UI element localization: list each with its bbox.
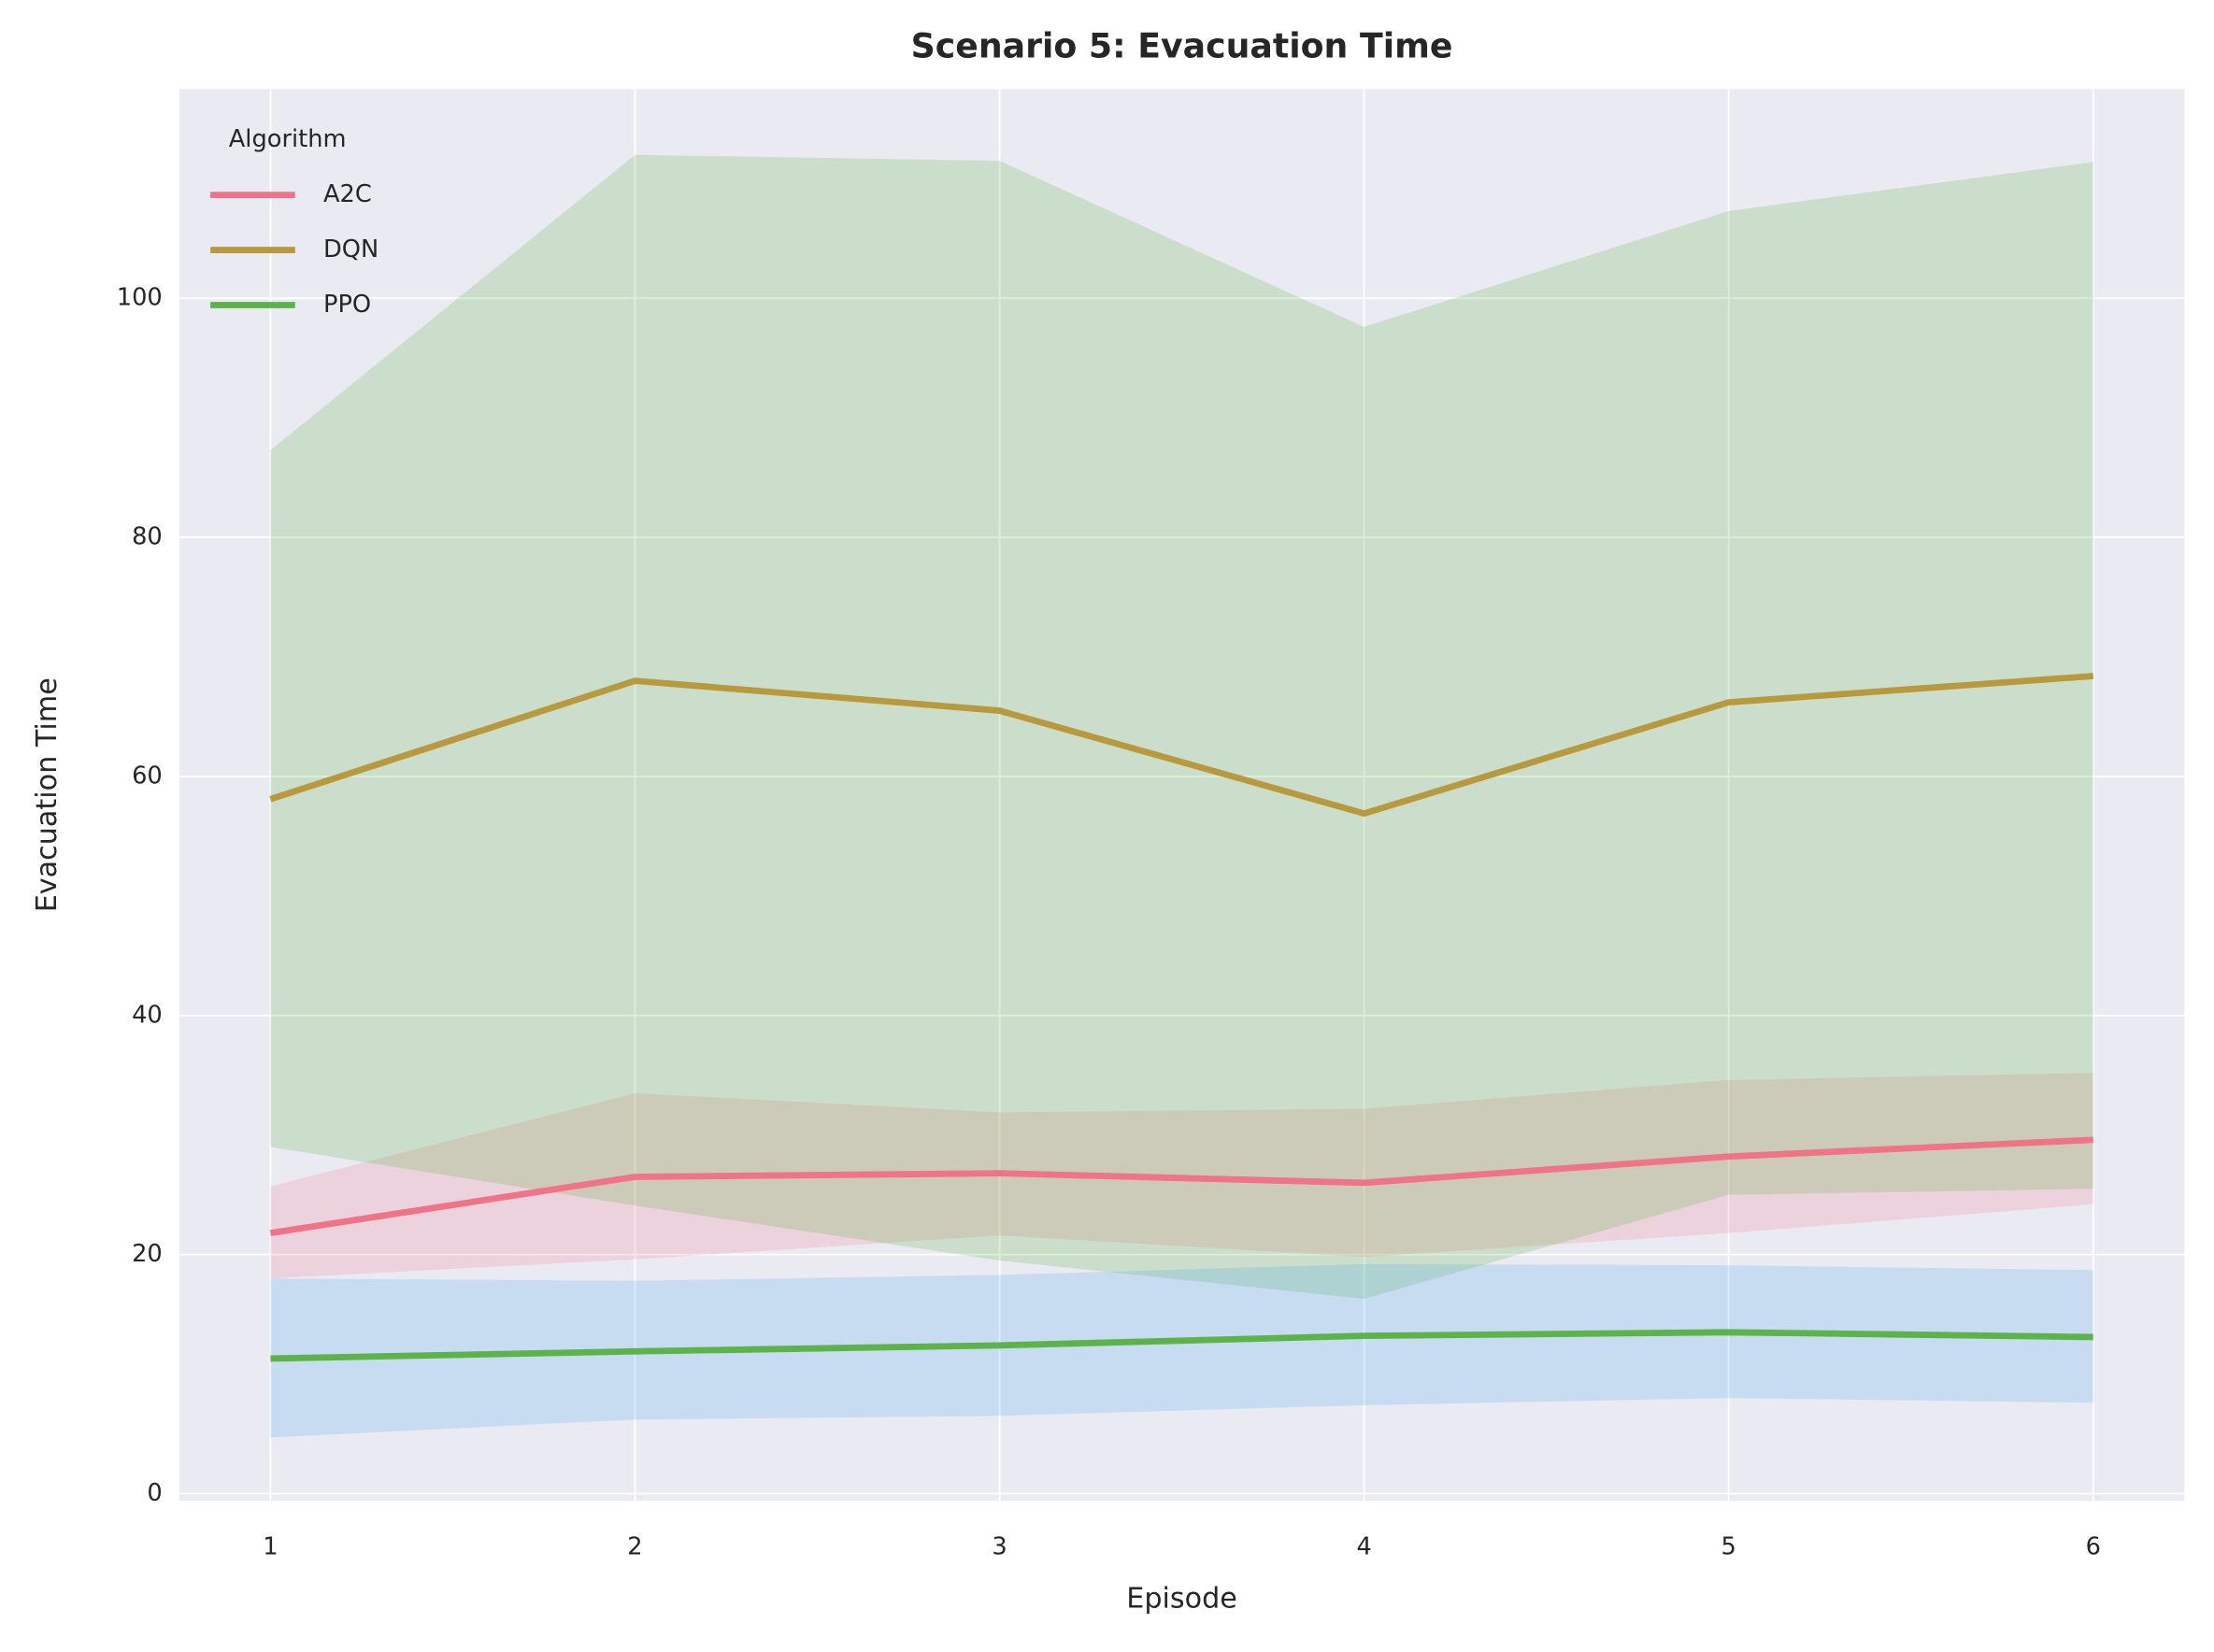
legend-label: A2C <box>323 180 372 208</box>
series-line <box>269 1136 2093 1236</box>
x-tick-label: 1 <box>263 1533 278 1561</box>
y-tick-label: 60 <box>132 762 163 790</box>
y-tick-label: 20 <box>132 1240 163 1268</box>
y-tick-label: 0 <box>147 1479 162 1507</box>
error-band <box>270 1263 2093 1438</box>
x-tick-label: 2 <box>627 1533 642 1561</box>
y-tick-label: 40 <box>132 1001 163 1029</box>
x-tick-label: 4 <box>1356 1533 1371 1561</box>
x-tick-label: 6 <box>2086 1533 2101 1561</box>
series-line <box>270 1329 2093 1362</box>
legend-label: PPO <box>323 291 371 319</box>
plot-background <box>179 89 2185 1502</box>
legend-label: DQN <box>323 235 379 263</box>
legend-title: Algorithm <box>229 125 347 153</box>
x-tick-label: 3 <box>992 1533 1007 1561</box>
y-axis-label: Evacuation Time <box>31 677 64 912</box>
error-band <box>270 154 2093 1299</box>
chart-title: Scenario 5: Evacuation Time <box>911 26 1453 66</box>
x-axis-label: Episode <box>1126 1582 1237 1615</box>
x-tick-label: 5 <box>1721 1533 1736 1561</box>
series-line <box>269 673 2093 817</box>
y-tick-label: 100 <box>117 284 163 312</box>
y-tick-label: 80 <box>132 523 163 551</box>
